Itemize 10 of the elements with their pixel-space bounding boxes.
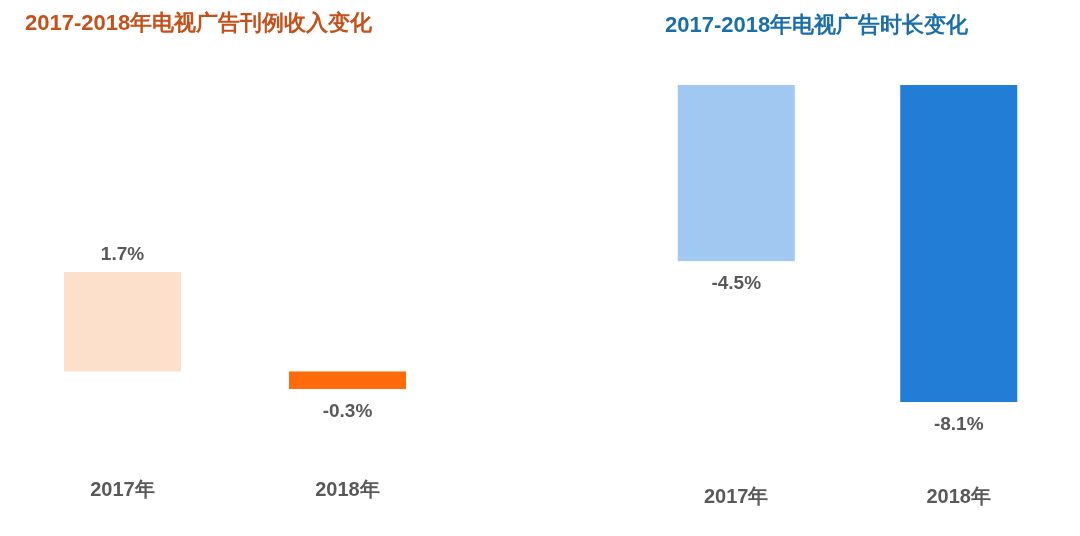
x-tick-label: 2018年	[926, 485, 991, 507]
chart-title: 2017-2018年电视广告时长变化	[665, 12, 970, 37]
data-label: -4.5%	[711, 272, 762, 294]
chart-title: 2017-2018年电视广告刊例收入变化	[25, 10, 374, 35]
x-tick-label: 2018年	[315, 478, 380, 500]
x-tick-label: 2017年	[704, 485, 769, 507]
x-tick-label: 2017年	[90, 478, 155, 500]
data-label: -0.3%	[322, 400, 373, 421]
data-label: 1.7%	[100, 243, 145, 264]
data-label: -8.1%	[933, 413, 984, 434]
